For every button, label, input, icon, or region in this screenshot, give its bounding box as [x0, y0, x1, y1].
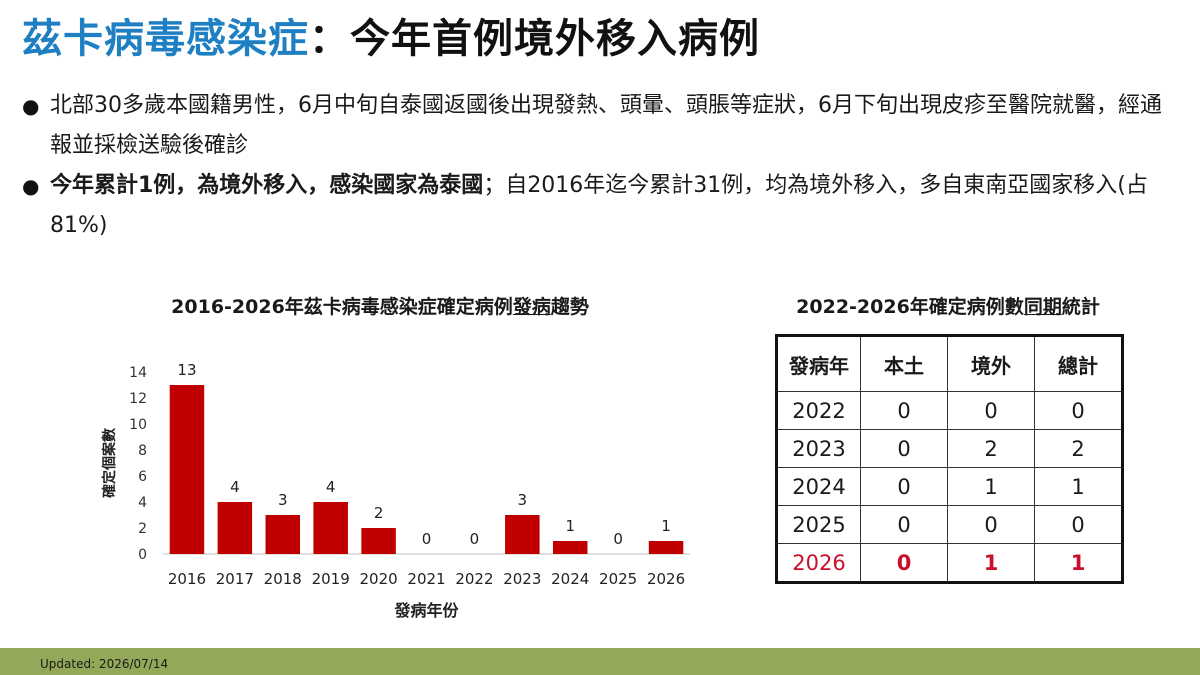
- table-row: 2022 0 0 0: [776, 391, 1123, 430]
- table-header-cell: 境外: [947, 335, 1035, 392]
- y-tick-label: 2: [138, 521, 147, 537]
- bullet-list: ● 北部30多歲本國籍男性，6月中旬自泰國返國後出現發熱、頭暈、頭脹等症狀，6月…: [22, 86, 1182, 246]
- y-axis-label: 確定個案數: [101, 428, 118, 498]
- table-cell: 0: [860, 467, 948, 506]
- bar: [265, 515, 301, 554]
- table-row: 2024 0 1 1: [776, 467, 1123, 506]
- table-cell: 0: [860, 543, 948, 583]
- table-title: 2022-2026年確定病例數同期統計: [768, 292, 1128, 319]
- table-cell: 0: [860, 429, 948, 468]
- table-title-post: 統計: [1061, 296, 1100, 318]
- bar: [169, 385, 205, 554]
- y-tick-label: 6: [138, 469, 147, 485]
- bullet-item: ● 北部30多歲本國籍男性，6月中旬自泰國返國後出現發熱、頭暈、頭脹等症狀，6月…: [22, 86, 1182, 166]
- data-label: 4: [230, 478, 240, 496]
- bar: [361, 528, 396, 554]
- y-tick-label: 0: [138, 547, 147, 563]
- table-cell: 1: [1034, 543, 1123, 583]
- data-label: 0: [470, 530, 480, 548]
- bullet-text: 今年累計1例，為境外移入，感染國家為泰國；自2016年迄今累計31例，均為境外移…: [50, 166, 1182, 246]
- table-cell: 2024: [776, 467, 861, 506]
- updated-timestamp: Updated: 2026/07/14: [40, 657, 169, 671]
- table-cell: 0: [947, 505, 1035, 544]
- table-title-underlined: 同期: [1023, 296, 1062, 318]
- x-axis-label: 發病年份: [393, 601, 459, 620]
- table-title-pre: 2022-2026年確定病例數: [796, 296, 1024, 318]
- table-cell: 1: [1034, 467, 1123, 506]
- data-label: 13: [177, 361, 196, 379]
- x-tick-label: 2025: [599, 570, 637, 588]
- stats-table: 發病年 本土 境外 總計 2022 0 0 0 2023 0 2 2 2024 …: [775, 334, 1124, 584]
- y-tick-label: 4: [138, 495, 147, 511]
- x-tick-label: 2023: [503, 570, 541, 588]
- y-tick-label: 14: [129, 365, 147, 381]
- bullet-item: ● 今年累計1例，為境外移入，感染國家為泰國；自2016年迄今累計31例，均為境…: [22, 166, 1182, 246]
- table-cell: 0: [947, 391, 1035, 430]
- data-label: 2: [374, 504, 384, 522]
- table-header-cell: 發病年: [776, 335, 861, 392]
- table-header-row: 發病年 本土 境外 總計: [776, 335, 1123, 392]
- chart-title: 2016-2026年茲卡病毒感染症確定病例發病趨勢: [120, 292, 640, 319]
- table-cell: 2026: [776, 543, 861, 583]
- table-header-cell: 總計: [1034, 335, 1123, 392]
- x-tick-label: 2016: [168, 570, 206, 588]
- bar: [505, 515, 540, 554]
- table-cell: 2: [1034, 429, 1123, 468]
- bullet-text: 北部30多歲本國籍男性，6月中旬自泰國返國後出現發熱、頭暈、頭脹等症狀，6月下旬…: [50, 93, 1162, 158]
- bullet-dot-icon: ●: [22, 94, 40, 118]
- bullet-dot-icon: ●: [22, 174, 40, 198]
- x-tick-label: 2019: [312, 570, 350, 588]
- footer-bar: Updated: 2026/07/14: [0, 648, 1200, 675]
- y-tick-label: 10: [129, 417, 147, 433]
- x-tick-label: 2024: [551, 570, 589, 588]
- data-label: 0: [613, 530, 623, 548]
- y-tick-label: 12: [129, 391, 147, 407]
- table-cell: 2025: [776, 505, 861, 544]
- table-row: 2025 0 0 0: [776, 505, 1123, 544]
- data-label: 0: [422, 530, 432, 548]
- x-tick-label: 2022: [455, 570, 493, 588]
- x-tick-label: 2017: [216, 570, 254, 588]
- bar: [217, 502, 253, 554]
- table-cell: 0: [1034, 505, 1123, 544]
- data-label: 3: [278, 491, 288, 509]
- title-highlight: 茲卡病毒感染症: [22, 16, 309, 62]
- bar: [313, 502, 348, 554]
- data-label: 4: [326, 478, 336, 496]
- x-tick-label: 2021: [407, 570, 445, 588]
- title-rest: ：今年首例境外移入病例: [309, 16, 760, 62]
- bullet-bold-text: 今年累計1例，為境外移入，感染國家為泰國: [50, 173, 484, 198]
- x-tick-label: 2020: [359, 570, 397, 588]
- x-tick-label: 2018: [264, 570, 302, 588]
- table-cell: 2: [947, 429, 1035, 468]
- table-cell: 2022: [776, 391, 861, 430]
- table-cell: 1: [947, 543, 1035, 583]
- chart-title-underlined: 發病: [512, 296, 551, 318]
- data-label: 3: [518, 491, 528, 509]
- table-header-cell: 本土: [860, 335, 948, 392]
- table-cell: 0: [860, 505, 948, 544]
- bar: [552, 541, 588, 554]
- page-title: 茲卡病毒感染症：今年首例境外移入病例: [22, 6, 760, 64]
- x-tick-label: 2026: [647, 570, 685, 588]
- table-row-highlight: 2026 0 1 1: [776, 543, 1123, 583]
- table-cell: 1: [947, 467, 1035, 506]
- chart-title-pre: 2016-2026年茲卡病毒感染症確定病例: [171, 296, 513, 318]
- y-tick-label: 8: [138, 443, 147, 459]
- bullet-rest-text: ；自2016年迄今累計31例，均為境外移入，多自東南亞國家移入(占81%): [50, 173, 1148, 238]
- table-cell: 0: [860, 391, 948, 430]
- chart-title-post: 趨勢: [550, 296, 589, 318]
- data-label: 1: [661, 517, 671, 535]
- table-cell: 0: [1034, 391, 1123, 430]
- data-label: 1: [565, 517, 575, 535]
- table-cell: 2023: [776, 429, 861, 468]
- table-row: 2023 0 2 2: [776, 429, 1123, 468]
- bar: [648, 541, 684, 554]
